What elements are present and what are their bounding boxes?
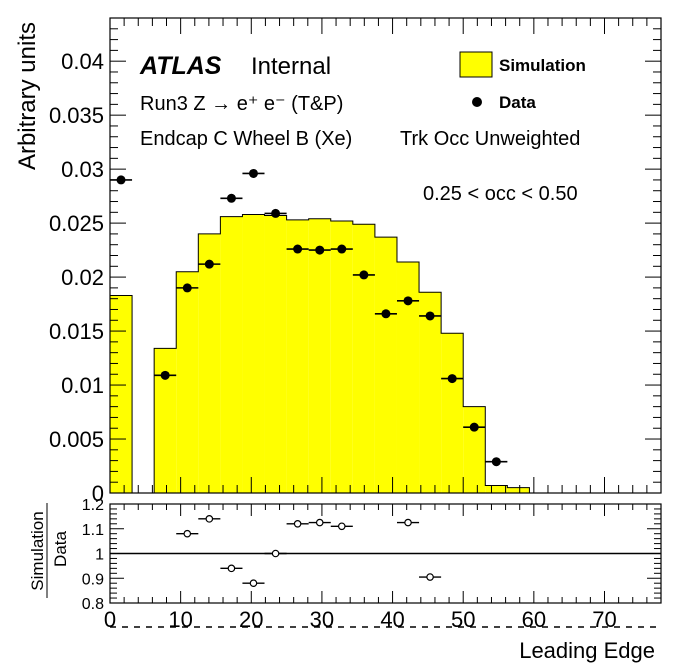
data-point	[248, 168, 258, 178]
ratio-point	[315, 518, 324, 527]
main-panel: 0 0.005 0.01 0.015 0.02 0.025 0.03 0.035 0.04 Ar…	[14, 17, 662, 506]
simulation-bar	[330, 220, 353, 494]
data-point	[271, 208, 281, 218]
data-point	[116, 175, 126, 185]
simulation-bar	[176, 271, 199, 493]
data-point	[469, 422, 479, 432]
annotation-run: Run3 Z → e⁺ e⁻ (T&P)	[140, 93, 343, 115]
x-tick-label: 50	[451, 607, 475, 632]
data-point	[381, 309, 391, 319]
main-y-tick-label: 0.02	[61, 265, 104, 290]
data-point	[491, 457, 501, 467]
simulation-bar	[396, 261, 420, 493]
ratio-point	[404, 518, 412, 527]
data-point	[447, 374, 457, 384]
simulation-bar	[308, 218, 331, 493]
x-tick-label: 10	[168, 607, 192, 632]
x-tick-label: 30	[310, 607, 334, 632]
ratio-point	[426, 573, 434, 581]
internal-label: Internal	[251, 53, 331, 80]
simulation-bar	[220, 216, 243, 494]
ratio-y-tick-label: 0.9	[82, 571, 104, 588]
data-point	[425, 311, 435, 321]
ratio-point	[271, 549, 280, 558]
legend-data-marker	[472, 97, 482, 107]
data-point	[226, 193, 236, 203]
main-y-tick-label: 0.03	[61, 157, 104, 182]
simulation-bar	[198, 233, 221, 493]
x-tick-label: 0	[104, 607, 116, 632]
main-y-tick-label: 0.04	[61, 49, 104, 74]
ratio-point	[249, 579, 258, 588]
annotation-weighting: Trk Occ Unweighted	[400, 128, 580, 150]
ratio-y-tick-labels: 0.8 0.9 1 1.1 1.2	[82, 497, 104, 613]
atlas-label: ATLAS	[139, 52, 222, 80]
ratio-y-title-numerator: Simulation	[28, 511, 47, 590]
data-point	[204, 259, 214, 269]
ratio-point	[227, 564, 236, 573]
ratio-point	[183, 529, 192, 538]
ratio-axis-ticks	[109, 503, 662, 604]
legend: Simulation Data	[459, 51, 586, 112]
main-y-tick-label: 0.005	[49, 427, 104, 452]
simulation-bar	[110, 295, 133, 493]
simulation-bar	[507, 487, 530, 493]
main-y-axis-title: Arbitrary units	[14, 22, 41, 170]
data-point	[359, 270, 369, 280]
ratio-series	[176, 515, 442, 588]
simulation-bar	[286, 219, 309, 493]
main-y-tick-label: 0.025	[49, 211, 104, 236]
data-point	[293, 244, 303, 254]
legend-simulation-label: Simulation	[499, 56, 586, 75]
x-tick-label: 20	[239, 607, 263, 632]
simulation-bar	[463, 406, 486, 493]
simulation-histogram	[109, 213, 661, 494]
x-tick-label: 40	[380, 607, 404, 632]
data-point	[403, 296, 413, 306]
ratio-y-tick-label: 1	[95, 547, 104, 564]
main-axis-ticks	[109, 17, 662, 494]
main-y-tick-label: 0.015	[49, 319, 104, 344]
legend-simulation-swatch	[459, 51, 493, 78]
data-point	[182, 283, 192, 293]
x-tick-labels: 0 10 20 30 40 50 60 70	[104, 607, 617, 632]
simulation-bar	[419, 292, 442, 493]
main-y-tick-labels: 0 0.005 0.01 0.015 0.02 0.025 0.03 0.035 0.04	[49, 49, 104, 506]
simulation-outline	[109, 213, 661, 494]
main-y-tick-label: 0.01	[61, 373, 104, 398]
ratio-y-tick-label: 1.1	[82, 522, 104, 539]
simulation-bar	[441, 333, 464, 493]
x-axis-title: Leading Edge	[519, 638, 655, 663]
ratio-y-title-denominator: Data	[51, 531, 70, 567]
simulation-bar	[242, 214, 265, 493]
data-series	[109, 168, 508, 467]
ratio-point	[337, 522, 346, 531]
data-point	[315, 245, 325, 255]
ratio-y-tick-label: 1.2	[82, 497, 104, 514]
ratio-point	[293, 519, 302, 528]
simulation-bar	[374, 237, 397, 493]
ratio-y-tick-label: 0.8	[82, 596, 104, 613]
ratio-panel: 0.8 0.9 1 1.1 1.2 0 10 20 30 40 50 60 70 Simulation…	[28, 497, 662, 663]
simulation-bar	[485, 485, 508, 493]
simulation-bar	[154, 348, 177, 493]
data-point	[337, 244, 347, 254]
ratio-point	[205, 515, 214, 523]
main-y-tick-label: 0.035	[49, 103, 104, 128]
x-tick-label: 60	[522, 607, 546, 632]
data-point	[160, 370, 170, 380]
main-y-tick-label: 0	[92, 481, 104, 506]
annotation-region: Endcap C Wheel B (Xe)	[140, 128, 352, 150]
simulation-bar	[352, 224, 375, 493]
x-tick-label: 70	[592, 607, 616, 632]
simulation-bar	[264, 215, 287, 493]
legend-data-label: Data	[499, 93, 536, 112]
annotation-occupancy: 0.25 < occ < 0.50	[423, 183, 578, 205]
